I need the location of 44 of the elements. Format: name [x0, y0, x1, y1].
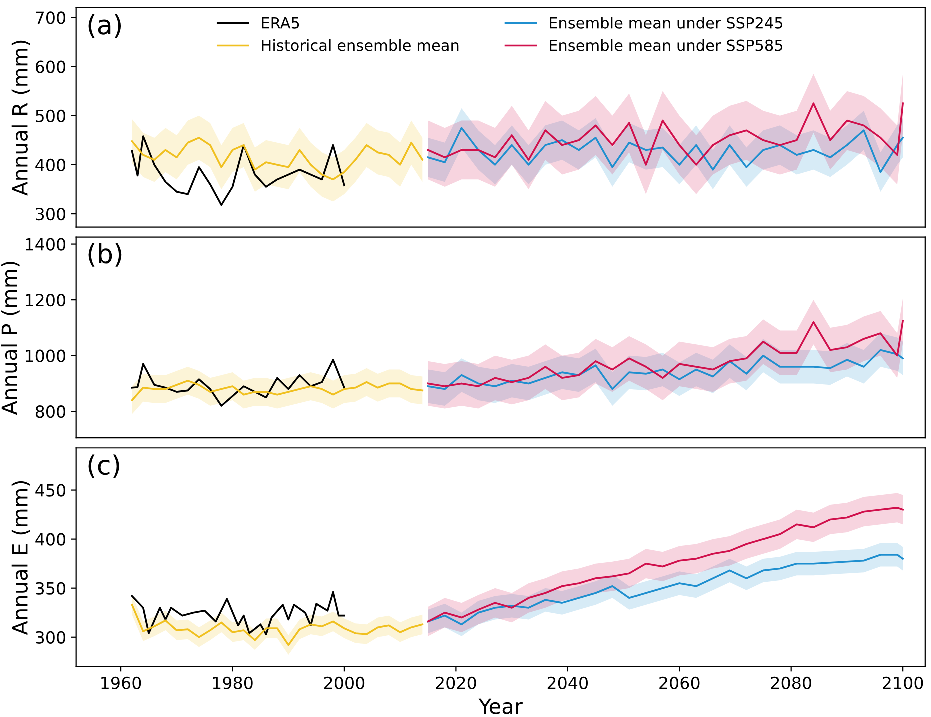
line-series	[131, 136, 346, 206]
y-tick-label: 400	[36, 158, 66, 172]
annotation: (a)	[88, 14, 122, 38]
line-series	[131, 359, 346, 407]
line-series	[131, 591, 346, 636]
x-tick-label: 1980	[213, 676, 253, 690]
y-tick-label: 1000	[26, 350, 66, 362]
line-series	[427, 349, 904, 390]
line-series	[131, 380, 424, 402]
y-axis-title: Annual E (mm)	[12, 481, 30, 636]
y-tick-label: 1200	[26, 294, 66, 307]
y-tick-label: 450	[36, 484, 66, 497]
y-tick-label: 300	[36, 631, 66, 644]
x-tick-label: 1960	[102, 676, 142, 690]
legend-label: Ensemble mean under SSP585	[550, 39, 783, 52]
x-tick-label: 2100	[883, 676, 924, 690]
annotation: (b)	[88, 243, 122, 267]
line-series	[427, 102, 904, 166]
line-series	[427, 507, 904, 623]
y-tick-label: 350	[36, 582, 66, 595]
legend-label: Ensemble mean under SSP245	[550, 17, 783, 29]
y-axis-title: Annual R (mm)	[12, 40, 30, 196]
x-tick-label: 2040	[548, 676, 588, 690]
y-tick-label: 400	[36, 533, 66, 546]
y-axis-title: Annual P (mm)	[1, 262, 20, 416]
line-series	[427, 127, 904, 174]
line-series	[131, 137, 424, 181]
y-tick-label: 1400	[26, 238, 66, 251]
x-tick-label: 2020	[436, 676, 476, 690]
line-series	[131, 604, 424, 646]
legend-label: ERA5	[262, 18, 300, 29]
y-tick-label: 500	[36, 110, 66, 122]
y-tick-label: 700	[36, 12, 66, 24]
y-tick-label: 300	[36, 208, 66, 221]
line-series	[427, 554, 904, 626]
x-tick-label: 2060	[660, 676, 700, 690]
x-axis-title: Year	[478, 698, 523, 714]
legend-label: Historical ensemble mean	[262, 39, 459, 52]
y-tick-label: 600	[36, 60, 66, 74]
x-tick-label: 2000	[324, 676, 365, 690]
x-tick-label: 2080	[771, 676, 812, 690]
annotation: (c)	[88, 454, 120, 478]
line-series	[427, 320, 904, 388]
y-tick-label: 800	[36, 406, 66, 418]
